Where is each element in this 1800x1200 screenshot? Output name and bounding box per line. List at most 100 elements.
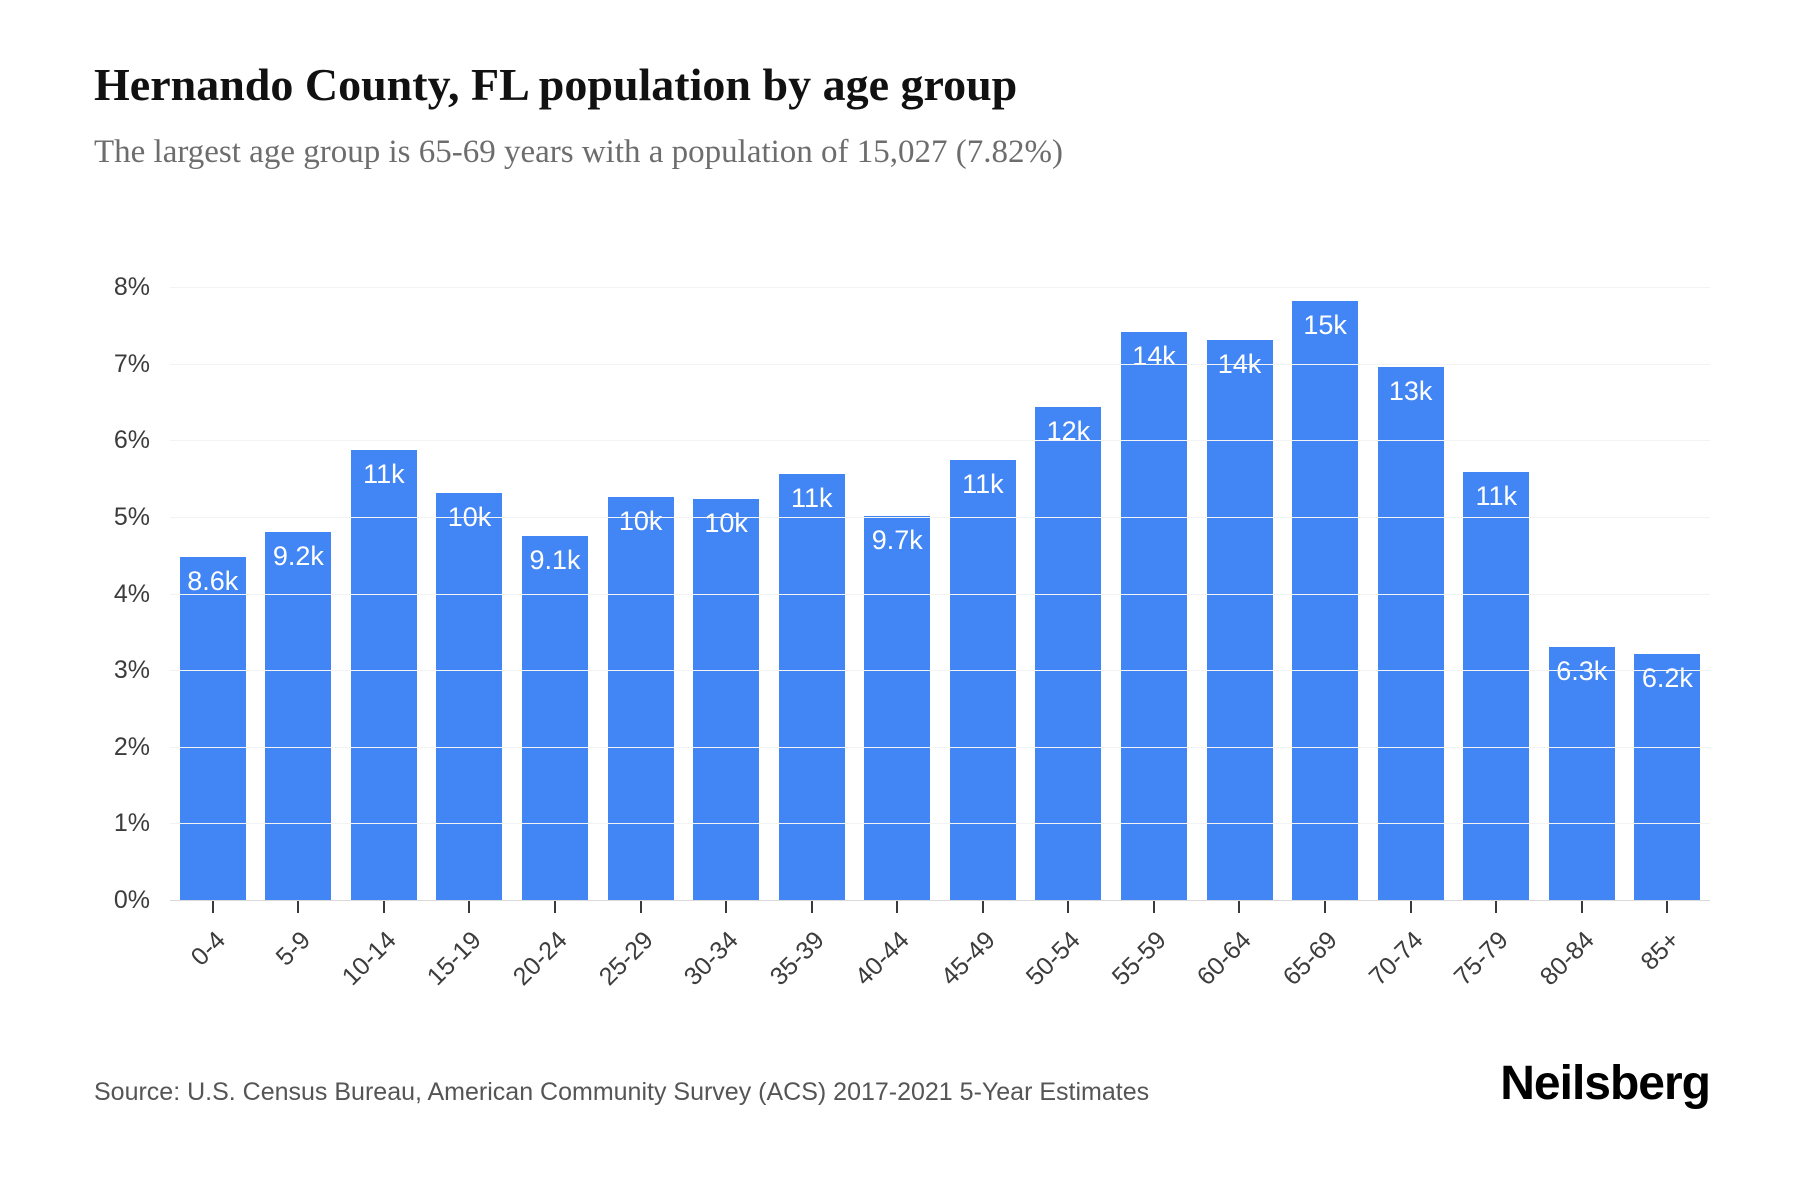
bar-slot: 10k <box>427 287 513 900</box>
source-note: Source: U.S. Census Bureau, American Com… <box>94 1078 1150 1106</box>
chart-subtitle: The largest age group is 65-69 years wit… <box>94 134 1064 170</box>
neilsberg-logo[interactable]: Neilsberg <box>1500 1057 1711 1110</box>
bar-value-label: 9.7k <box>871 525 923 556</box>
bar-slot: 12k <box>1026 287 1112 900</box>
x-axis-label: 55-59 <box>1106 926 1172 992</box>
bar-value-label: 11k <box>790 482 833 513</box>
bar-80-84[interactable]: 6.3k <box>1548 647 1615 900</box>
x-axis-label: 30-34 <box>678 926 744 992</box>
bar-slot: 10k <box>598 287 684 900</box>
x-axis-tick <box>211 901 214 913</box>
bar-slot: 14k <box>1197 287 1283 900</box>
bar-slot: 10k <box>683 287 769 900</box>
gridline <box>170 363 1710 365</box>
bar-value-label: 11k <box>1475 480 1517 511</box>
x-axis-tick <box>1409 901 1412 913</box>
x-axis-tick <box>896 901 899 913</box>
x-axis-tick <box>1152 901 1155 913</box>
gridline <box>170 516 1710 518</box>
y-axis-label: 2% <box>113 732 150 761</box>
y-axis-label: 3% <box>113 656 150 685</box>
x-axis-label: 75-79 <box>1448 926 1514 992</box>
x-axis-tick <box>1238 901 1241 913</box>
bar-slot: 11k <box>769 287 855 900</box>
gridline <box>170 440 1710 442</box>
bar-75-79[interactable]: 11k <box>1463 471 1530 900</box>
y-axis-label: 6% <box>113 426 150 455</box>
x-axis-tick <box>810 901 813 913</box>
bar-value-label: 9.1k <box>529 545 581 576</box>
x-axis-label: 70-74 <box>1363 926 1429 992</box>
bar-slot: 15k <box>1282 287 1368 900</box>
bar-50-54[interactable]: 12k <box>1035 407 1102 900</box>
bar-0-4[interactable]: 8.6k <box>179 556 246 900</box>
y-axis-label: 0% <box>113 886 150 914</box>
x-axis-label: 35-39 <box>764 926 830 992</box>
bar-60-64[interactable]: 14k <box>1206 339 1273 900</box>
bar-value-label: 12k <box>1046 416 1091 447</box>
page-title: Hernando County, FL population by age gr… <box>94 59 1018 110</box>
gridline <box>170 593 1710 595</box>
bar-slot: 11k <box>1453 287 1539 900</box>
bar-value-label: 14k <box>1132 341 1176 372</box>
bar-5-9[interactable]: 9.2k <box>265 532 332 900</box>
x-axis-label: 15-19 <box>422 926 488 992</box>
y-axis-label: 1% <box>113 809 150 838</box>
bar-slot: 11k <box>940 287 1026 900</box>
x-axis-label: 65-69 <box>1277 926 1343 992</box>
x-axis-label: 50-54 <box>1021 926 1087 992</box>
x-axis-tick <box>468 901 471 913</box>
bar-15-19[interactable]: 10k <box>436 493 503 900</box>
bar-55-59[interactable]: 14k <box>1120 332 1187 900</box>
x-axis-tick <box>1580 901 1583 913</box>
bar-slot: 6.3k <box>1539 287 1625 900</box>
x-axis-label: 45-49 <box>935 926 1001 992</box>
bar-value-label: 6.2k <box>1641 663 1693 694</box>
bar-value-label: 6.3k <box>1556 656 1608 687</box>
bar-value-label: 15k <box>1303 309 1347 340</box>
x-axis-tick <box>725 901 728 913</box>
x-axis-tick <box>297 901 300 913</box>
bar-20-24[interactable]: 9.1k <box>522 536 589 900</box>
plot-area: 8.6k 9.2k 11k 10k 9.1k 10k 10k 11k 9.7k 11k 12k 14k… <box>170 287 1710 901</box>
bar-85+[interactable]: 6.2k <box>1634 654 1701 900</box>
bar-slot: 13k <box>1368 287 1454 900</box>
bar-value-label: 11k <box>962 469 1004 500</box>
bar-series: 8.6k 9.2k 11k 10k 9.1k 10k 10k 11k 9.7k 11k 12k 14k… <box>170 287 1710 900</box>
x-axis-label: 10-14 <box>336 926 402 992</box>
y-axis-label: 7% <box>113 349 150 378</box>
gridline <box>170 670 1710 672</box>
bar-10-14[interactable]: 11k <box>350 450 417 900</box>
x-axis-tick <box>382 901 385 913</box>
x-axis-tick <box>1495 901 1498 913</box>
bar-45-49[interactable]: 11k <box>949 460 1016 900</box>
bar-65-69[interactable]: 15k <box>1292 300 1359 900</box>
x-axis-label: 60-64 <box>1192 926 1258 992</box>
x-axis-tick <box>1067 901 1070 913</box>
bar-70-74[interactable]: 13k <box>1377 367 1444 900</box>
x-axis-label: 80-84 <box>1534 926 1600 992</box>
bar-value-label: 9.2k <box>272 541 324 572</box>
bar-40-44[interactable]: 9.7k <box>864 516 931 900</box>
bar-value-label: 10k <box>618 505 663 536</box>
x-axis-tick <box>554 901 556 913</box>
bar-value-label: 13k <box>1388 376 1433 407</box>
x-axis-label: 0-4 <box>185 926 231 972</box>
bar-slot: 9.1k <box>512 287 598 900</box>
x-axis-tick <box>981 901 984 913</box>
bar-value-label: 11k <box>363 459 405 490</box>
y-axis-label: 8% <box>113 273 150 301</box>
x-axis-label: 85+ <box>1635 926 1686 976</box>
y-axis-label: 5% <box>113 502 150 531</box>
bar-30-34[interactable]: 10k <box>693 499 760 900</box>
bar-slot: 6.2k <box>1625 287 1711 900</box>
bar-35-39[interactable]: 11k <box>778 473 845 900</box>
bar-value-label: 8.6k <box>187 565 239 596</box>
x-axis-label: 5-9 <box>270 926 317 972</box>
bar-25-29[interactable]: 10k <box>607 496 674 900</box>
bar-slot: 11k <box>341 287 427 900</box>
bar-slot: 9.7k <box>855 287 941 900</box>
bar-value-label: 10k <box>704 508 748 539</box>
gridline <box>170 746 1710 748</box>
